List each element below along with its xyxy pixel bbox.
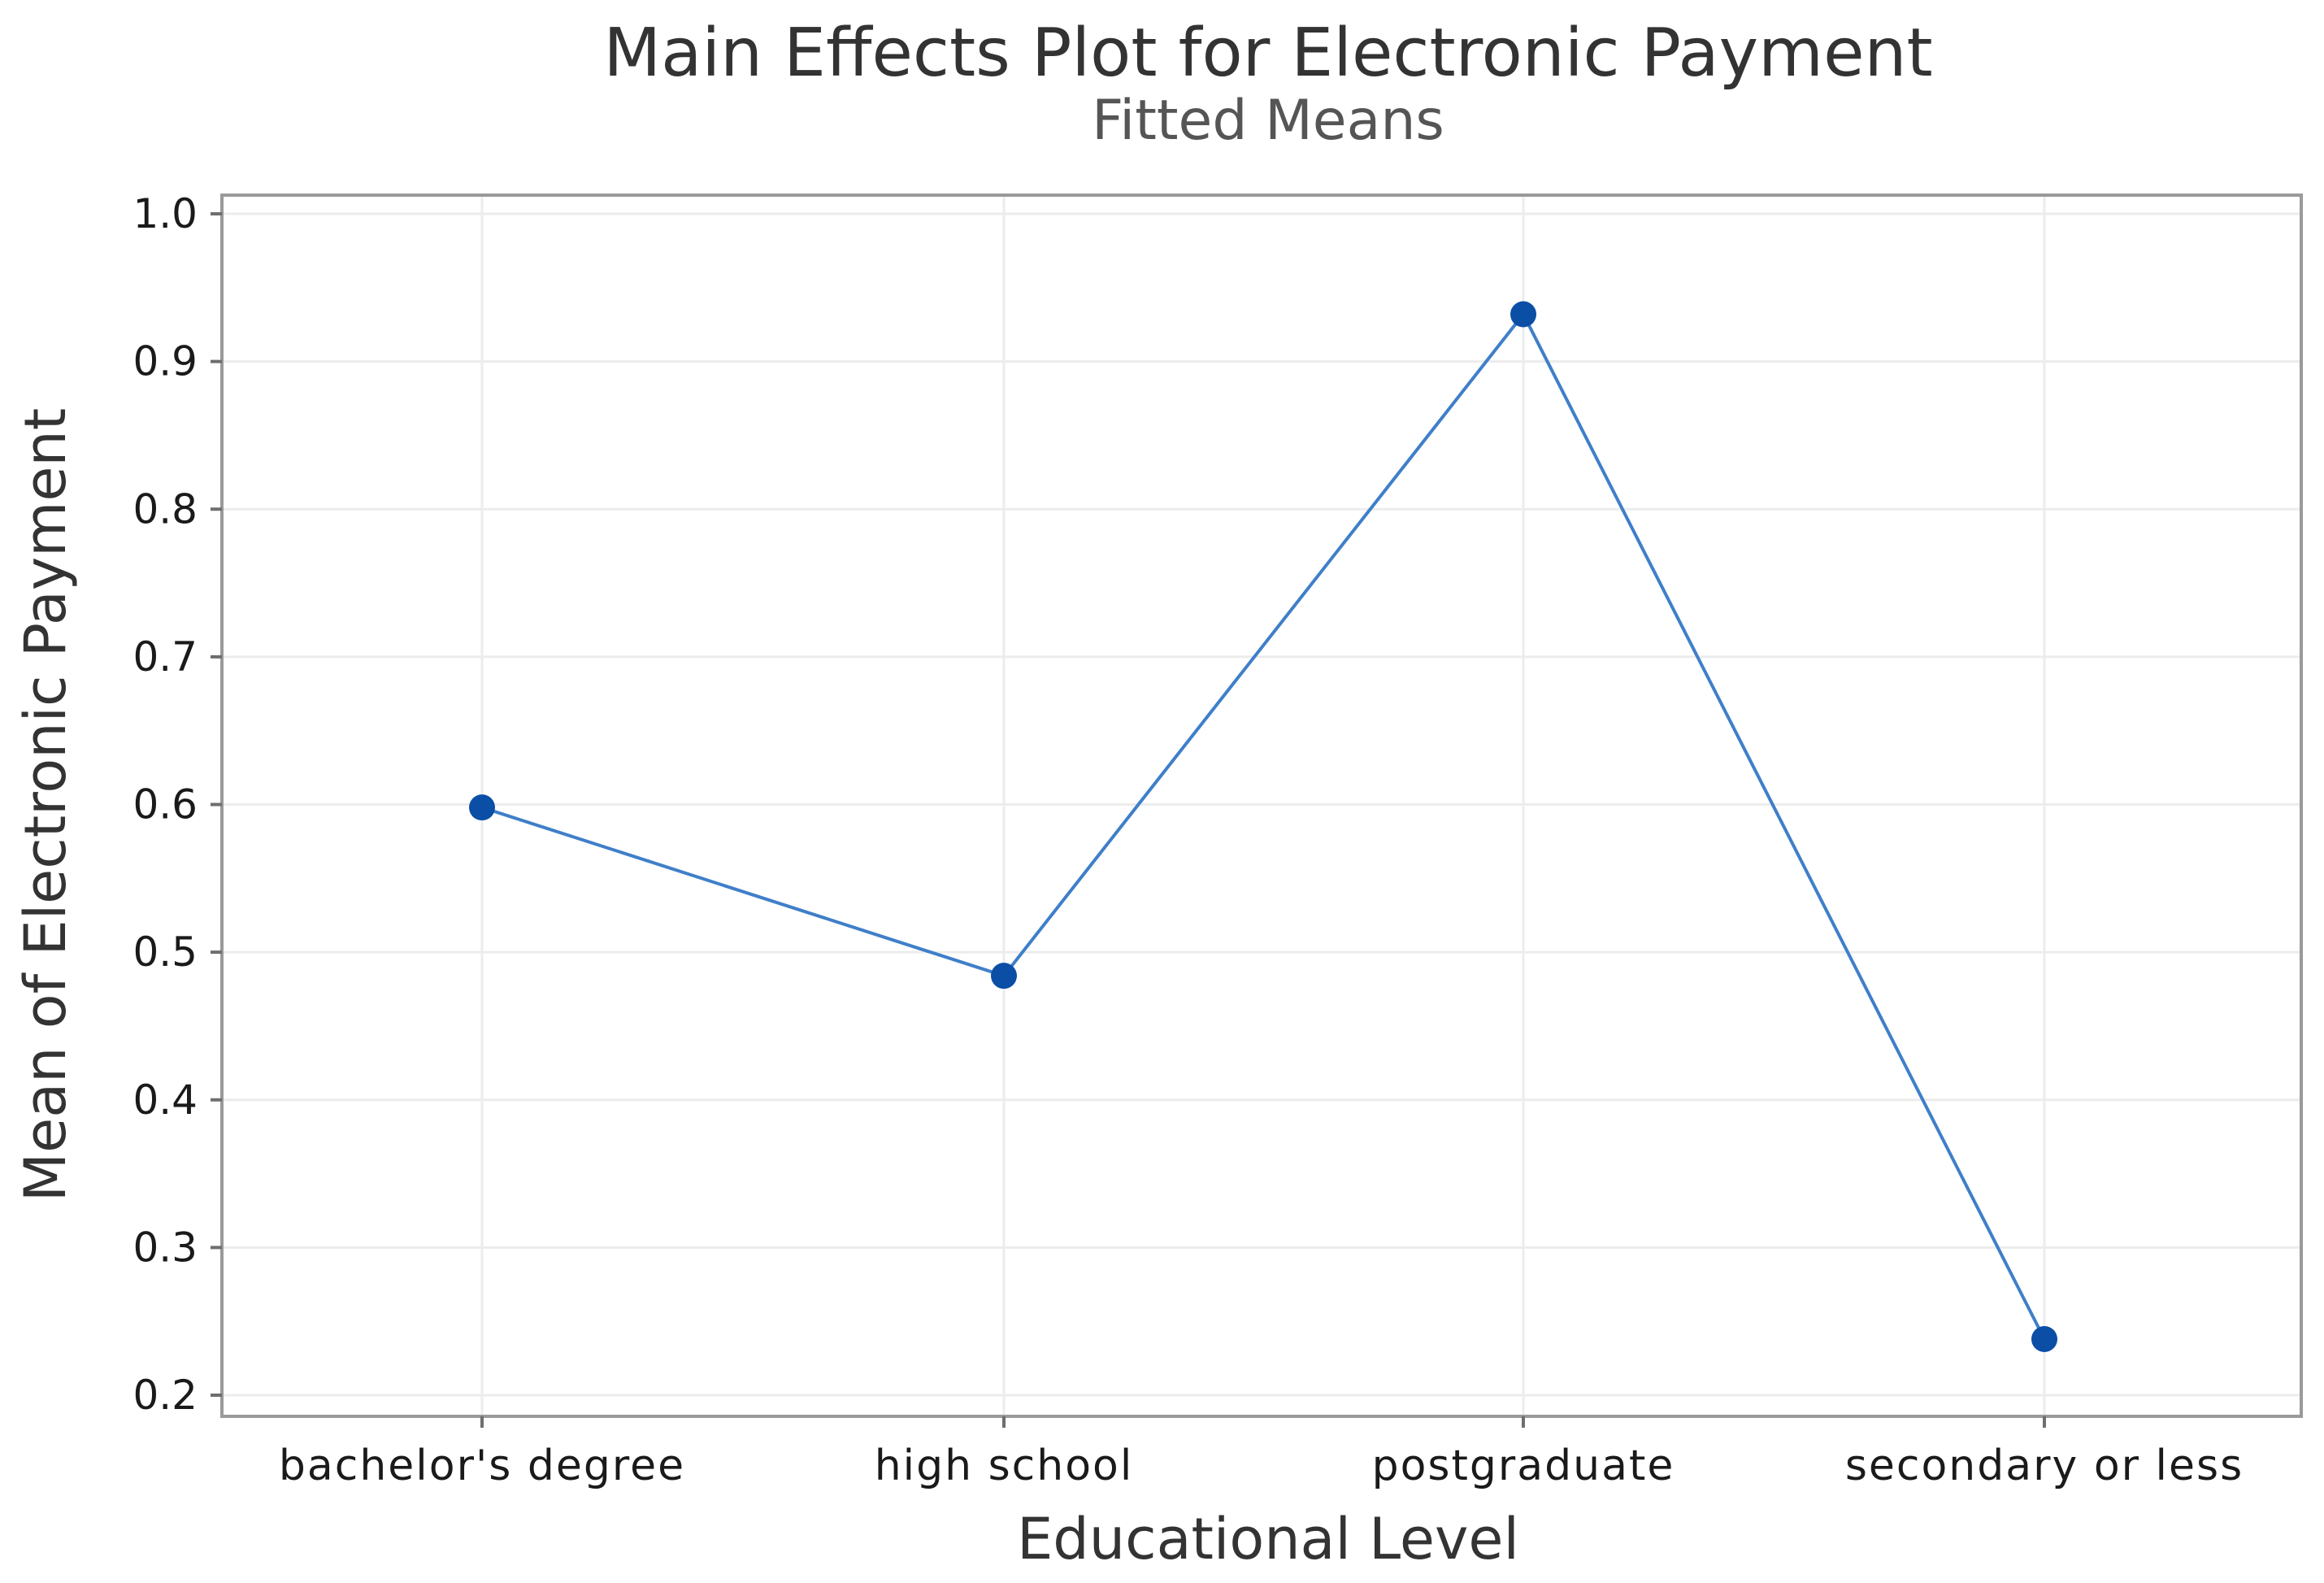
y-axis-label: Mean of Electronic Payment — [12, 408, 79, 1202]
chart-subtitle: Fitted Means — [1092, 89, 1444, 153]
y-tick-label: 0.2 — [132, 1372, 198, 1419]
series-line — [481, 312, 2046, 1340]
x-tick-label: postgraduate — [1372, 1442, 1675, 1490]
y-tick-label: 0.6 — [132, 781, 198, 828]
data-point — [2031, 1325, 2057, 1352]
y-tick-label: 0.7 — [132, 633, 198, 681]
x-axis-label: Educational Level — [1017, 1506, 1519, 1572]
y-axis-ticks: 0.2 0.3 0.4 0.5 0.6 0.7 0.8 0.9 1.0 — [132, 190, 222, 1419]
chart-title: Main Effects Plot for Electronic Payment — [603, 15, 1932, 92]
grid-lines — [222, 195, 2301, 1416]
data-point — [469, 794, 495, 821]
data-point — [1510, 301, 1536, 328]
data-point — [991, 963, 1017, 989]
series-layer — [469, 301, 2057, 1352]
y-tick-label: 0.4 — [132, 1076, 198, 1124]
y-tick-label: 0.3 — [132, 1224, 198, 1271]
x-axis-ticks: bachelor's degree high school postgraduate… — [279, 1416, 2244, 1490]
x-tick-label: high school — [875, 1442, 1134, 1490]
x-tick-label: secondary or less — [1845, 1442, 2244, 1490]
y-tick-label: 0.5 — [132, 928, 198, 976]
y-tick-label: 0.8 — [132, 485, 198, 533]
x-tick-label: bachelor's degree — [279, 1442, 685, 1490]
y-tick-label: 0.9 — [132, 338, 198, 385]
y-tick-label: 1.0 — [132, 190, 198, 237]
